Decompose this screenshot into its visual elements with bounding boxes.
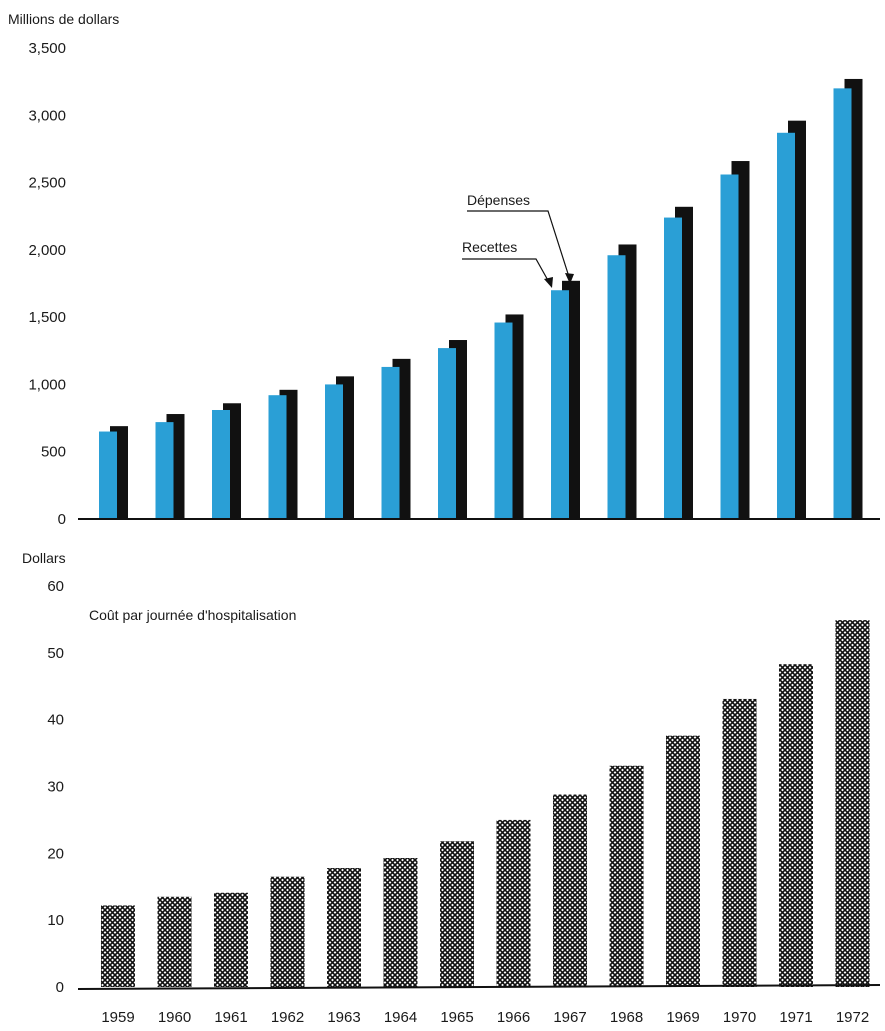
bar-cost-per-day (214, 892, 248, 987)
bar-recettes (607, 255, 626, 520)
top-y-tick-label: 1,500 (28, 309, 66, 326)
bar-recettes (155, 422, 174, 519)
bottom-chart-title: Coût par journée d'hospitalisation (89, 607, 296, 623)
bar-recettes (381, 366, 400, 519)
bottom-bars (101, 620, 870, 987)
x-axis-year-label: 1969 (666, 1009, 699, 1026)
bottom-y-tick-label: 50 (47, 645, 64, 662)
bar-cost-per-day (553, 794, 587, 987)
annotation-recettes-arrowhead (544, 277, 553, 288)
top-y-tick-label: 1,000 (28, 376, 66, 393)
annotation-depenses: Dépenses (467, 192, 574, 284)
top-y-tick-label: 3,500 (28, 40, 66, 57)
bottom-chart: Dollars Coût par journée d'hospitalisati… (22, 550, 881, 1026)
bar-cost-per-day (835, 620, 870, 987)
bar-cost-per-day (270, 876, 305, 987)
top-y-tick-label: 0 (58, 511, 66, 528)
x-axis-year-labels: 1959 1960 1961 1962 1963 1964 1965 1966 1967 1968… (101, 1009, 869, 1026)
x-axis-year-label: 1968 (610, 1009, 643, 1026)
top-y-tick-label: 2,000 (28, 242, 66, 259)
bar-recettes (777, 132, 795, 519)
bar-cost-per-day (440, 841, 474, 987)
bottom-y-tick-label: 40 (47, 712, 64, 729)
bottom-y-tick-label: 10 (47, 912, 64, 929)
x-axis-year-label: 1963 (327, 1009, 360, 1026)
bar-cost-per-day (383, 858, 418, 987)
top-y-tick-label: 500 (41, 444, 66, 461)
x-axis-year-label: 1961 (214, 1009, 247, 1026)
bar-cost-per-day (496, 819, 531, 987)
annotation-depenses-label: Dépenses (467, 192, 530, 208)
bottom-y-tick-label: 60 (47, 578, 64, 595)
bottom-x-axis (77, 984, 881, 990)
bar-cost-per-day (779, 664, 813, 987)
x-axis-year-label: 1965 (440, 1009, 473, 1026)
bar-cost-per-day (327, 868, 361, 987)
top-y-ticks: 0 500 1,000 1,500 2,000 2,500 3,000 3,500 (28, 40, 66, 528)
annotation-recettes-leader (462, 258, 551, 285)
bottom-y-ticks: 0 10 20 30 40 50 60 (47, 578, 64, 996)
bar-recettes (664, 217, 682, 519)
bar-cost-per-day (157, 896, 192, 987)
bar-cost-per-day (609, 765, 644, 987)
bar-recettes (212, 409, 230, 519)
x-axis-year-label: 1962 (271, 1009, 304, 1026)
annotation-recettes: Recettes (462, 239, 553, 288)
bar-recettes (833, 88, 852, 519)
top-y-axis-title: Millions de dollars (8, 11, 119, 27)
x-axis-year-label: 1970 (723, 1009, 756, 1026)
bar-recettes (99, 431, 117, 519)
bar-recettes (268, 395, 287, 519)
bar-cost-per-day (101, 905, 135, 987)
bar-cost-per-day (666, 735, 700, 987)
top-y-tick-label: 3,000 (28, 107, 66, 124)
bottom-y-tick-label: 0 (56, 979, 64, 996)
bottom-y-tick-label: 20 (47, 845, 64, 862)
x-axis-year-label: 1967 (553, 1009, 586, 1026)
bar-recettes (438, 348, 456, 519)
x-axis-year-label: 1966 (497, 1009, 530, 1026)
top-chart: Millions de dollars 0 500 1,000 1,500 2,000 2… (8, 11, 880, 528)
bar-recettes (494, 322, 513, 519)
bar-recettes (720, 174, 739, 520)
top-y-tick-label: 2,500 (28, 175, 66, 192)
top-bars (99, 78, 863, 520)
x-axis-year-label: 1971 (779, 1009, 812, 1026)
x-axis-year-label: 1959 (101, 1009, 134, 1026)
bar-recettes (325, 384, 343, 519)
bottom-y-tick-label: 30 (47, 779, 64, 796)
annotation-recettes-label: Recettes (462, 239, 517, 255)
x-axis-year-label: 1960 (158, 1009, 191, 1026)
bottom-y-axis-title: Dollars (22, 550, 66, 566)
annotation-depenses-arrowhead (565, 273, 574, 284)
x-axis-year-label: 1964 (384, 1009, 417, 1026)
x-axis-year-label: 1972 (836, 1009, 869, 1026)
bar-cost-per-day (722, 698, 757, 987)
bar-recettes (551, 290, 569, 519)
annotation-depenses-leader (467, 210, 571, 281)
